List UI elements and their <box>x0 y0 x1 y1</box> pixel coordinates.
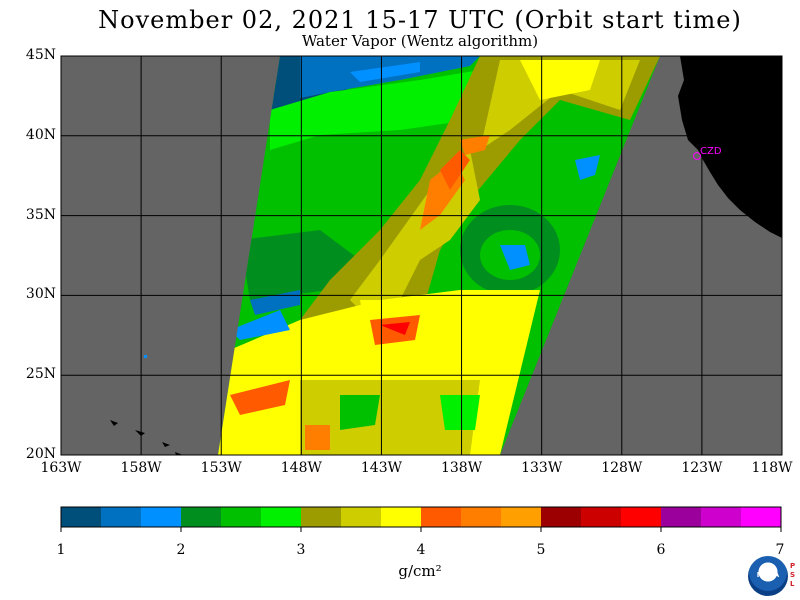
lon-label: 133W <box>521 460 563 476</box>
colorbar-swatch <box>541 507 582 527</box>
lat-label: 20N <box>25 446 56 462</box>
lon-label: 143W <box>360 460 402 476</box>
colorbar-tick-label: 6 <box>656 542 666 558</box>
colorbar-tick-label: 5 <box>536 542 546 558</box>
land-hawaii <box>110 420 183 455</box>
colorbar-tick-label: 4 <box>416 542 426 558</box>
lon-label: 153W <box>200 460 242 476</box>
colorbar-swatch <box>141 507 182 527</box>
colorbar-swatch <box>501 507 542 527</box>
colorbar-swatch <box>381 507 422 527</box>
colorbar-swatch <box>101 507 142 527</box>
lat-label: 35N <box>25 206 56 223</box>
colorbar-swatch <box>461 507 502 527</box>
colorbar <box>60 506 782 532</box>
lat-label: 30N <box>25 286 56 303</box>
colorbar-tick-label: 3 <box>296 542 306 558</box>
map-subtitle: Water Vapor (Wentz algorithm) <box>301 32 539 50</box>
colorbar-swatch <box>661 507 702 527</box>
colorbar-tick-label: 2 <box>176 542 186 558</box>
colorbar-units: g/cm² <box>398 562 442 580</box>
lon-label: 138W <box>440 460 483 476</box>
lat-label: 45N <box>25 47 56 63</box>
colorbar-swatch <box>261 507 302 527</box>
lon-label: 123W <box>681 460 723 476</box>
colorbar-swatch <box>221 507 262 527</box>
colorbar-tick-label: 7 <box>775 542 785 558</box>
colorbar-swatch <box>581 507 622 527</box>
colorbar-swatch <box>341 507 382 527</box>
noaa-logo-icon: NOAA <box>748 556 788 596</box>
land-north-america <box>678 56 782 238</box>
colorbar-swatch <box>181 507 222 527</box>
colorbar-swatch <box>421 507 462 527</box>
colorbar-swatch <box>61 507 102 527</box>
lat-label: 25N <box>25 366 56 383</box>
colorbar-swatch <box>741 507 782 527</box>
pixel-speck <box>144 355 147 358</box>
map-title: November 02, 2021 15-17 UTC (Orbit start… <box>98 6 742 34</box>
colorbar-swatch <box>701 507 742 527</box>
lon-label: 118W <box>751 460 793 476</box>
lat-lon-grid <box>61 56 782 455</box>
colorbar-swatch <box>621 507 662 527</box>
lon-label: 163W <box>40 460 82 476</box>
noaa-logo-text: NOAA <box>756 571 780 579</box>
station-marker-icon <box>693 152 701 160</box>
lon-label: 148W <box>280 460 322 476</box>
lat-label: 40N <box>25 126 56 143</box>
colorbar-tick-label: 1 <box>56 542 66 558</box>
map-border <box>60 55 783 456</box>
colorbar-swatch <box>301 507 342 527</box>
station-label: CZD <box>700 146 722 157</box>
lon-label: 128W <box>601 460 643 476</box>
lon-label: 158W <box>120 460 162 476</box>
